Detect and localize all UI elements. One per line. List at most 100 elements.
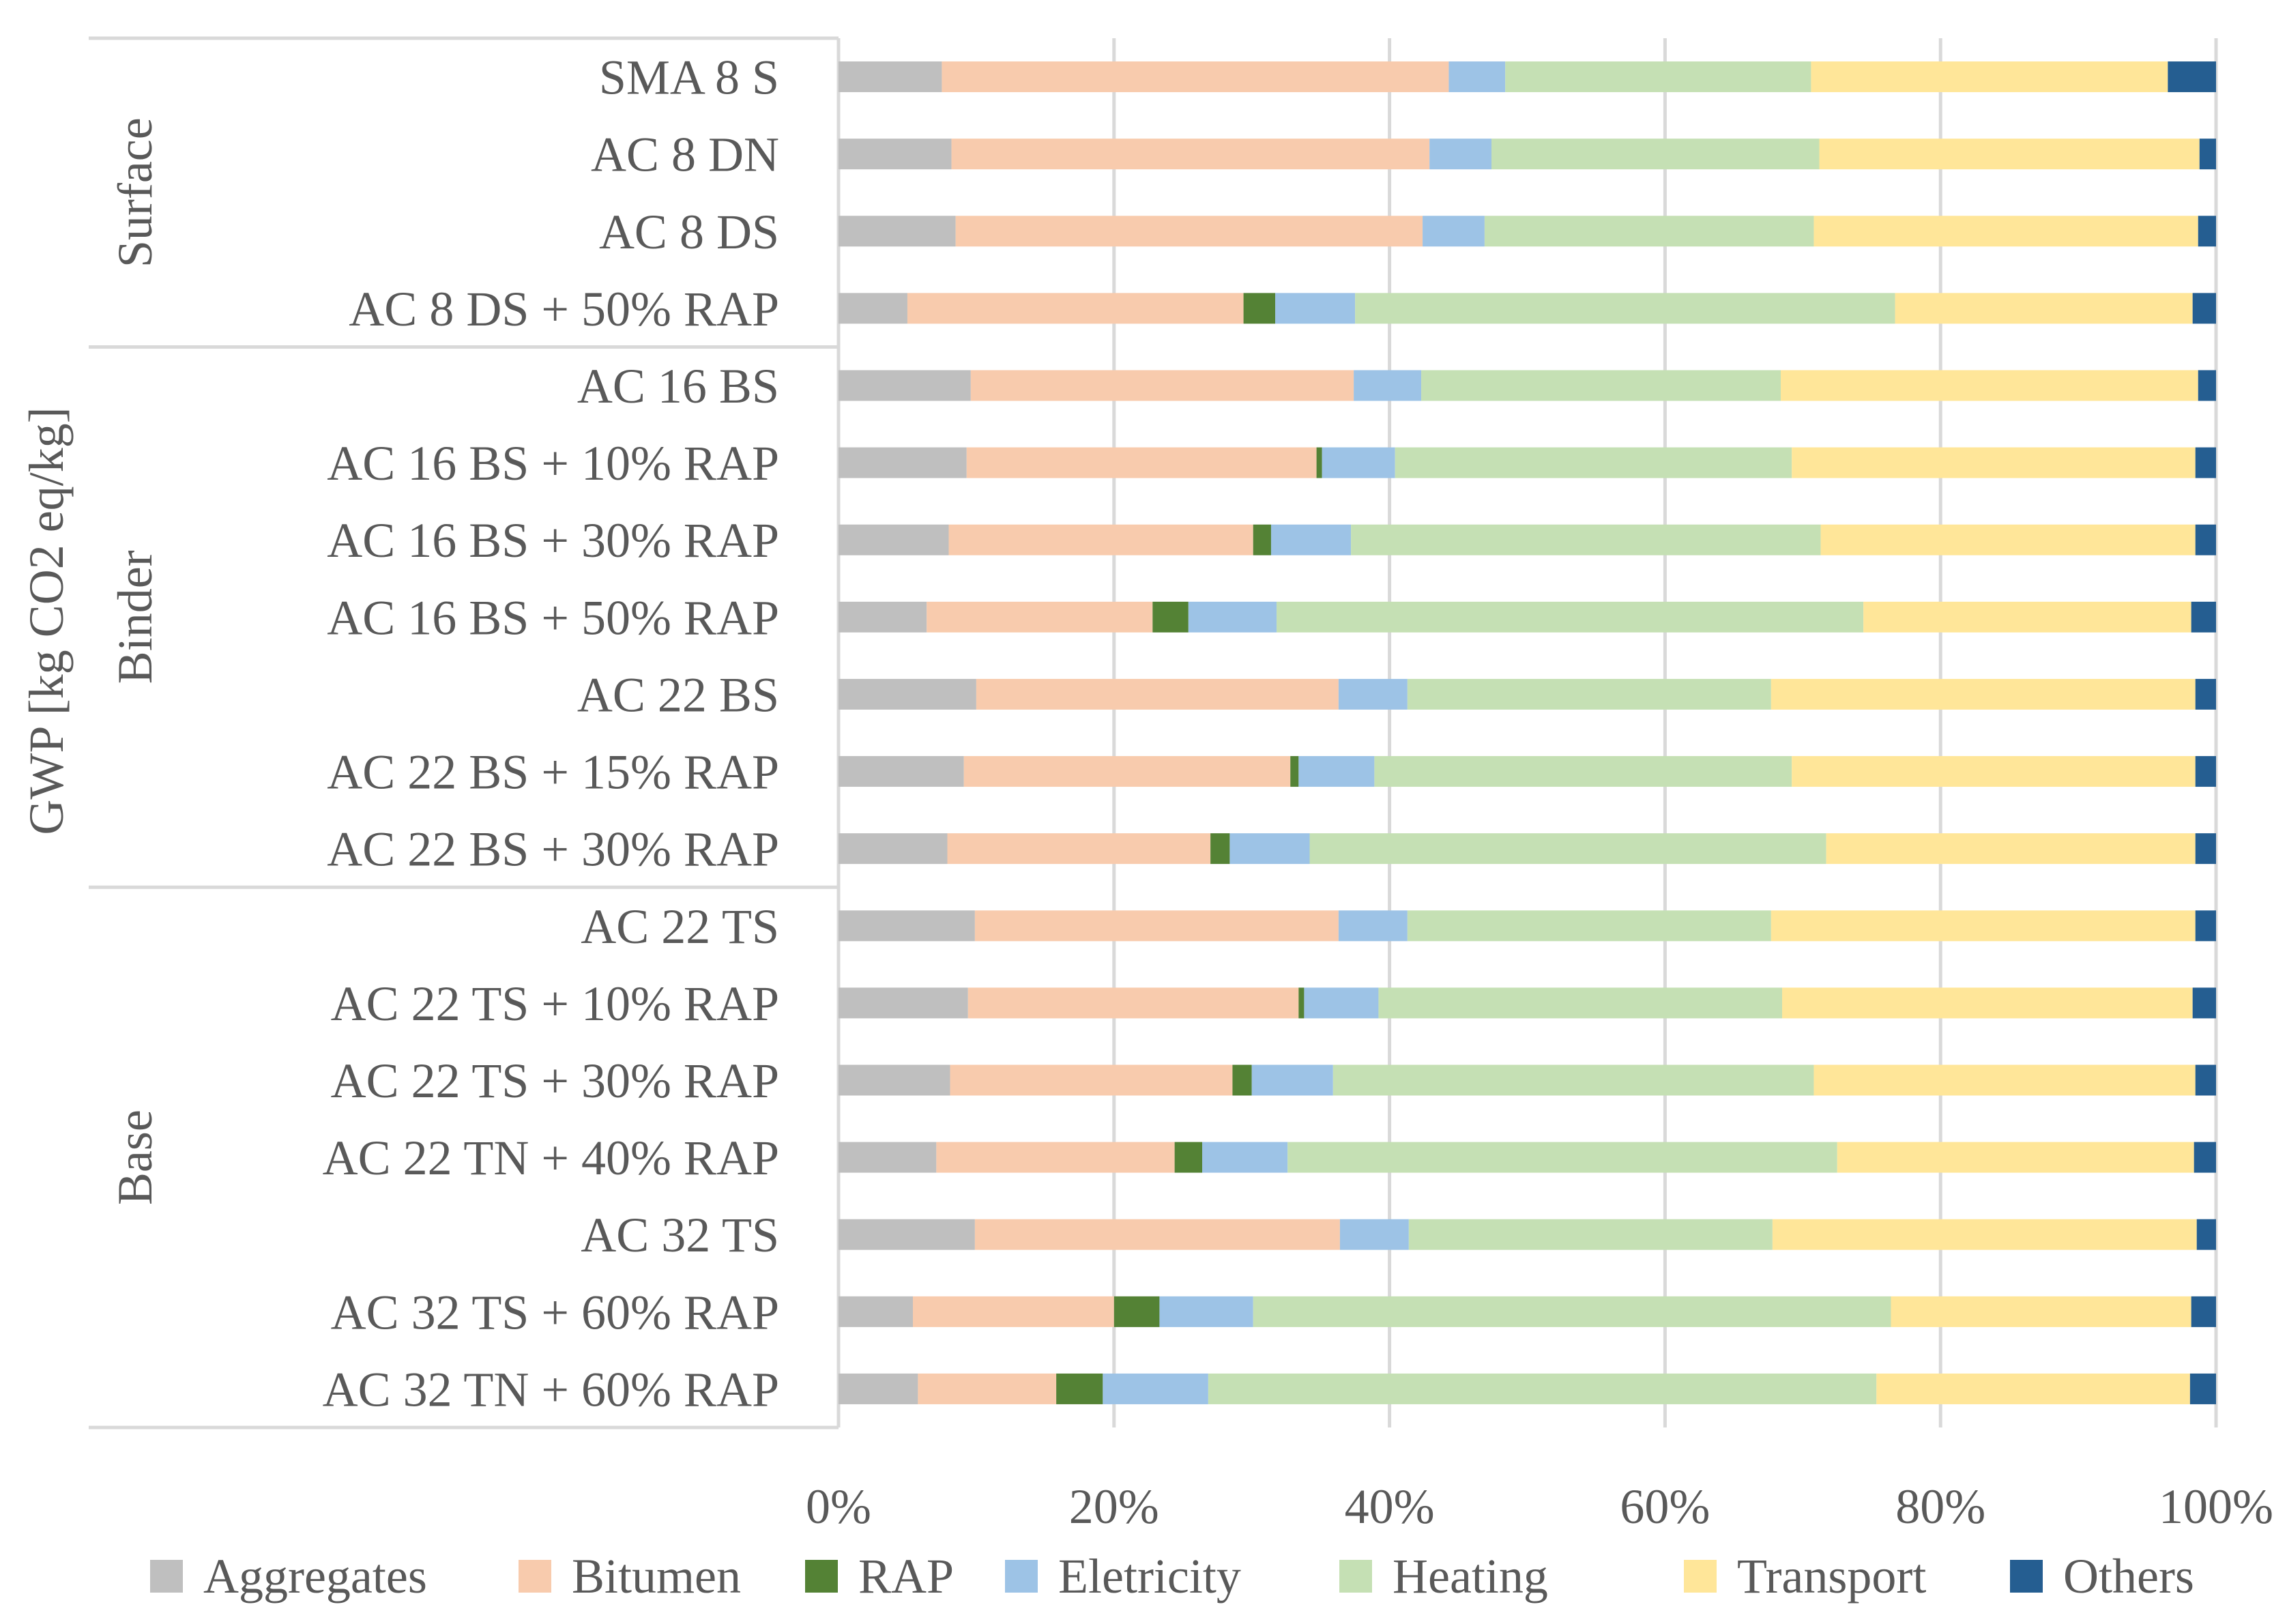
bar-segment-heating-ac-22-ts-10-rap — [1378, 987, 1783, 1019]
group-label-binder: Binder — [108, 550, 162, 684]
bar-segment-heating-ac-22-ts-30-rap — [1332, 1064, 1814, 1096]
bar-segment-transport-ac-22-ts-30-rap — [1813, 1064, 2196, 1096]
bar-segment-eletricity-ac-8-ds — [1423, 216, 1485, 247]
bar-segment-others-ac-16-bs-50-rap — [2191, 601, 2216, 633]
bar-segment-heating-ac-32-ts-60-rap — [1253, 1296, 1891, 1327]
category-label: AC 22 TS — [581, 899, 779, 954]
bar-segment-bitumen-ac-16-bs-10-rap — [966, 447, 1317, 478]
legend-swatch-eletricity — [1005, 1560, 1038, 1593]
bars — [839, 61, 2216, 1404]
legend-label-transport: Transport — [1737, 1549, 1926, 1604]
bar-segment-bitumen-ac-22-bs-15-rap — [963, 756, 1291, 787]
bar-segment-transport-ac-22-bs-30-rap — [1826, 833, 2196, 865]
bar-segment-eletricity-ac-22-bs — [1338, 678, 1408, 710]
bar-segment-heating-ac-22-bs-30-rap — [1309, 833, 1826, 865]
category-label: AC 32 TS — [581, 1208, 779, 1262]
legend-swatch-heating — [1339, 1560, 1372, 1593]
bar-segment-rap-ac-32-ts-60-rap — [1113, 1296, 1160, 1327]
category-label: SMA 8 S — [599, 50, 779, 105]
bar-segment-eletricity-ac-8-ds-50-rap — [1275, 293, 1356, 324]
bar-segment-others-ac-8-ds — [2198, 216, 2216, 247]
bar-segment-rap-ac-32-tn-60-rap — [1056, 1373, 1103, 1404]
bar-segment-aggregates-ac-32-tn-60-rap — [839, 1373, 918, 1404]
category-label: AC 16 BS + 10% RAP — [327, 436, 779, 491]
bar-segment-rap-ac-22-bs-15-rap — [1290, 756, 1299, 787]
bar-segment-eletricity-ac-22-ts — [1338, 910, 1408, 942]
bar-segment-bitumen-ac-32-ts — [974, 1219, 1340, 1250]
bar-segment-heating-ac-16-bs — [1421, 370, 1781, 401]
bar-segment-aggregates-ac-16-bs-30-rap — [839, 524, 949, 555]
bar-segment-bitumen-ac-32-ts-60-rap — [913, 1296, 1114, 1327]
bar-segment-aggregates-ac-22-bs-30-rap — [839, 833, 948, 865]
bar-segment-eletricity-ac-32-tn-60-rap — [1103, 1373, 1208, 1404]
bar-segment-others-ac-16-bs — [2198, 370, 2216, 401]
legend-label-aggregates: Aggregates — [203, 1549, 427, 1604]
legend-label-others: Others — [2063, 1549, 2194, 1604]
bar-segment-transport-ac-16-bs-10-rap — [1792, 447, 2196, 478]
bar-segment-eletricity-ac-16-bs — [1354, 370, 1422, 401]
bar-segment-others-ac-22-tn-40-rap — [2194, 1142, 2216, 1173]
bar-segment-eletricity-ac-8-dn — [1429, 139, 1492, 170]
bar-segment-others-ac-32-ts-60-rap — [2191, 1296, 2216, 1327]
bar-segment-rap-ac-22-ts-30-rap — [1232, 1064, 1252, 1096]
bar-segment-others-ac-22-bs-30-rap — [2195, 833, 2216, 865]
bar-segment-others-ac-22-ts-10-rap — [2192, 987, 2216, 1019]
legend-item-transport: Transport — [1684, 1549, 1926, 1604]
bar-segment-bitumen-ac-32-tn-60-rap — [918, 1373, 1057, 1404]
bar-segment-heating-ac-16-bs-30-rap — [1351, 524, 1821, 555]
bar-segment-bitumen-sma-8-s — [942, 61, 1449, 93]
bar-segment-bitumen-ac-22-ts-10-rap — [967, 987, 1299, 1019]
bar-segment-bitumen-ac-22-ts-30-rap — [950, 1064, 1233, 1096]
bar-segment-eletricity-ac-32-ts — [1339, 1219, 1409, 1250]
category-label: AC 22 TS + 30% RAP — [331, 1054, 779, 1108]
bar-segment-bitumen-ac-22-tn-40-rap — [936, 1142, 1175, 1173]
bar-segment-bitumen-ac-8-dn — [951, 139, 1430, 170]
bar-segment-eletricity-ac-22-bs-30-rap — [1229, 833, 1310, 865]
bar-segment-aggregates-ac-8-dn — [839, 139, 952, 170]
bar-segment-aggregates-ac-32-ts — [839, 1219, 975, 1250]
bar-segment-transport-ac-8-dn — [1819, 139, 2200, 170]
group-label-base: Base — [108, 1110, 162, 1205]
bar-segment-bitumen-ac-16-bs-30-rap — [948, 524, 1253, 555]
x-tick-label: 100% — [2159, 1479, 2273, 1534]
bar-segment-transport-ac-22-tn-40-rap — [1837, 1142, 2194, 1173]
bar-segment-aggregates-ac-8-ds-50-rap — [839, 293, 907, 324]
bar-segment-rap-ac-8-ds-50-rap — [1243, 293, 1276, 324]
bar-segment-others-ac-8-dn — [2199, 139, 2216, 170]
legend-item-bitumen: Bitumen — [519, 1549, 741, 1604]
bar-segment-bitumen-ac-22-ts — [974, 910, 1339, 942]
bar-segment-transport-ac-16-bs-50-rap — [1863, 601, 2191, 633]
bar-segment-heating-ac-8-dn — [1491, 139, 1820, 170]
bar-segment-transport-ac-22-bs — [1771, 678, 2196, 710]
category-label: AC 22 TS + 10% RAP — [331, 976, 779, 1031]
category-label: AC 32 TS + 60% RAP — [331, 1285, 779, 1339]
bar-segment-rap-ac-16-bs-10-rap — [1316, 447, 1322, 478]
legend-swatch-rap — [805, 1560, 838, 1593]
bar-segment-aggregates-ac-32-ts-60-rap — [839, 1296, 914, 1327]
x-tick-label: 60% — [1620, 1479, 1710, 1534]
bar-segment-heating-ac-22-bs — [1407, 678, 1771, 710]
legend-swatch-transport — [1684, 1560, 1717, 1593]
category-labels: SMA 8 S AC 8 DN AC 8 DS AC 8 DS + 50% RAP AC… — [323, 50, 779, 1417]
bar-segment-bitumen-ac-16-bs — [970, 370, 1354, 401]
bar-segment-heating-ac-22-tn-40-rap — [1287, 1142, 1837, 1173]
category-label: AC 8 DS + 50% RAP — [349, 282, 779, 336]
bar-segment-eletricity-ac-22-ts-10-rap — [1304, 987, 1379, 1019]
x-tick-label: 20% — [1069, 1479, 1159, 1534]
gridlines — [1112, 38, 2218, 1427]
legend-item-rap: RAP — [805, 1549, 954, 1604]
bar-segment-heating-ac-16-bs-10-rap — [1395, 447, 1792, 478]
category-label: AC 8 DS — [599, 205, 779, 259]
bar-segment-rap-ac-22-tn-40-rap — [1174, 1142, 1203, 1173]
x-axis-ticks: 0% 20% 40% 60% 80% 100% — [806, 1479, 2273, 1534]
legend: Aggregates Bitumen RAP Eletricity Heating Tra… — [150, 1549, 2194, 1604]
bar-segment-eletricity-ac-22-tn-40-rap — [1202, 1142, 1288, 1173]
bar-segment-eletricity-ac-16-bs-50-rap — [1188, 601, 1277, 633]
bar-segment-bitumen-ac-22-bs — [976, 678, 1339, 710]
legend-item-eletricity: Eletricity — [1005, 1549, 1241, 1604]
bar-segment-others-ac-22-bs-15-rap — [2195, 756, 2216, 787]
y-axis-title: GWP [kg CO2 eq/kg] — [19, 407, 74, 835]
bar-segment-others-ac-22-ts — [2195, 910, 2216, 942]
bar-segment-transport-ac-22-ts-10-rap — [1782, 987, 2193, 1019]
